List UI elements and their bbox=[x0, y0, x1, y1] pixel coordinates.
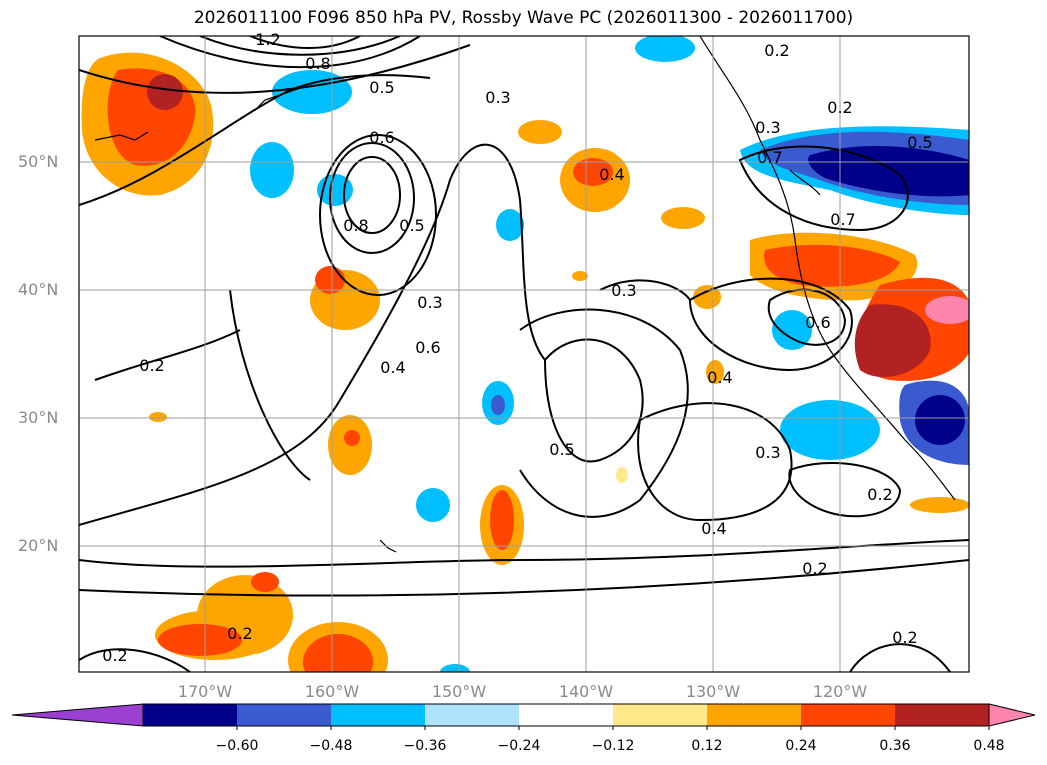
map-gridlines bbox=[79, 36, 969, 672]
colorbar-extend-max bbox=[988, 703, 1036, 727]
colorbar bbox=[11, 703, 1036, 730]
map-frame bbox=[78, 35, 970, 673]
negative-anomaly-patches bbox=[250, 36, 969, 672]
pv-contours bbox=[79, 36, 969, 672]
positive-anomaly-patches bbox=[81, 52, 969, 672]
contour-label: 0.3 bbox=[417, 293, 442, 312]
colorbar-tick-label: −0.36 bbox=[403, 738, 447, 754]
colorbar-tick-label: −0.12 bbox=[591, 738, 635, 754]
contour-label: 0.6 bbox=[369, 128, 394, 147]
contour-label: 0.6 bbox=[805, 313, 830, 332]
contour-label: 0.5 bbox=[369, 78, 394, 97]
contour-label: 0.4 bbox=[707, 368, 732, 387]
lat-label-50n: 50°N bbox=[18, 152, 59, 171]
map-title: 2026011100 F096 850 hPa PV, Rossby Wave … bbox=[193, 8, 854, 28]
contour-label: 0.2 bbox=[802, 559, 827, 578]
contour-label: 0.3 bbox=[611, 281, 636, 300]
lat-label-40n: 40°N bbox=[18, 280, 59, 299]
contour-label: 0.2 bbox=[892, 628, 917, 647]
colorbar-bin bbox=[519, 704, 613, 726]
lat-label-20n: 20°N bbox=[18, 536, 59, 555]
contour-label: 0.2 bbox=[227, 624, 252, 643]
lon-label-150w: 150°W bbox=[431, 682, 487, 701]
colorbar-tick-label: −0.48 bbox=[309, 738, 353, 754]
contour-label: 0.5 bbox=[399, 216, 424, 235]
colorbar-bin bbox=[425, 704, 519, 726]
colorbar-bin bbox=[801, 704, 895, 726]
contour-label: 0.2 bbox=[764, 41, 789, 60]
contour-label: 0.6 bbox=[415, 338, 440, 357]
colorbar-extend-min bbox=[11, 703, 144, 727]
colorbar-bin bbox=[237, 704, 331, 726]
colorbar-tick-label: −0.60 bbox=[215, 738, 259, 754]
contour-label: 0.4 bbox=[380, 358, 405, 377]
lon-label-140w: 140°W bbox=[558, 682, 614, 701]
colorbar-tick-label: 0.24 bbox=[785, 738, 817, 754]
lon-label-170w: 170°W bbox=[177, 682, 233, 701]
contour-label: 0.2 bbox=[867, 485, 892, 504]
contour-label: 0.3 bbox=[755, 443, 780, 462]
contour-label: 1.2 bbox=[255, 30, 280, 49]
contour-label-layer: 1.2 0.8 0.5 0.6 0.3 0.2 0.4 0.6 0.8 0.7 0.5 0.3 0.4 0… bbox=[102, 30, 932, 665]
colorbar-bin bbox=[707, 704, 801, 726]
contour-label: 0.3 bbox=[485, 88, 510, 107]
colorbar-tick-label: −0.24 bbox=[497, 738, 541, 754]
lon-label-130w: 130°W bbox=[685, 682, 741, 701]
colorbar-bin bbox=[895, 704, 989, 726]
lat-label-30n: 30°N bbox=[18, 408, 59, 427]
coastlines bbox=[94, 36, 956, 553]
contour-label: 0.3 bbox=[755, 118, 780, 137]
contour-label: 0.2 bbox=[139, 356, 164, 375]
contour-label: 0.4 bbox=[701, 519, 726, 538]
lon-label-160w: 160°W bbox=[304, 682, 360, 701]
contour-label: 0.5 bbox=[549, 440, 574, 459]
colorbar-bin bbox=[331, 704, 425, 726]
contour-label: 0.4 bbox=[599, 165, 624, 184]
colorbar-tick-label: 0.48 bbox=[973, 738, 1005, 754]
colorbar-tick-label: 0.12 bbox=[691, 738, 723, 754]
contour-label: 0.8 bbox=[343, 216, 368, 235]
colorbar-bin bbox=[143, 704, 237, 726]
contour-label: 0.2 bbox=[827, 98, 852, 117]
contour-label: 0.8 bbox=[305, 54, 330, 73]
contour-label: 0.5 bbox=[907, 133, 932, 152]
contour-label: 0.7 bbox=[757, 148, 782, 167]
colorbar-tick-label: 0.36 bbox=[879, 738, 911, 754]
lon-label-120w: 120°W bbox=[812, 682, 868, 701]
contour-label: 0.7 bbox=[830, 210, 855, 229]
colorbar-bin bbox=[613, 704, 707, 726]
contour-label: 0.2 bbox=[102, 646, 127, 665]
